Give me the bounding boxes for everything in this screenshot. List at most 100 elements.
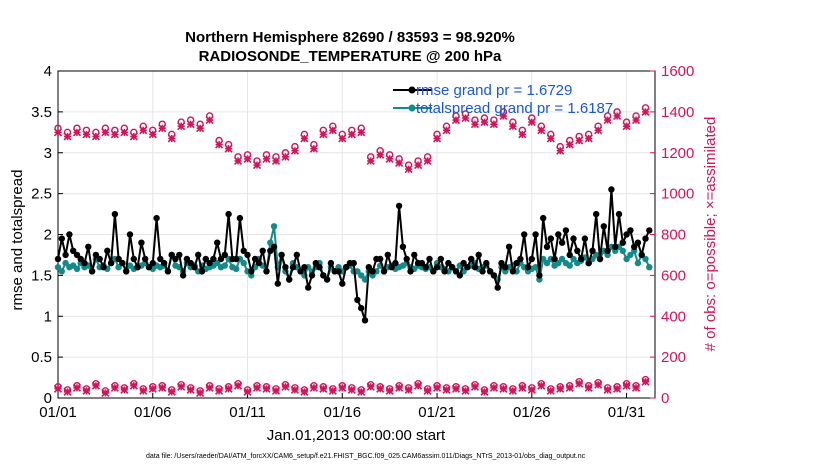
legend-marker-rmse [408,86,416,94]
y-right-tick-label: 1000 [661,186,694,203]
obs-assimilated-marker [347,130,356,139]
obs-assimilated-marker [72,383,82,392]
y-right-tick-label: 1400 [661,104,694,121]
point-rmse [354,296,361,304]
obs-assimilated-marker [196,124,205,133]
point-rmse [244,251,251,259]
point-rmse [388,264,395,271]
obs-assimilated-marker [186,385,195,394]
point-rmse [407,268,414,275]
point-rmse [104,247,111,254]
point-rmse [202,255,209,263]
chart-title-line1: Northern Hemisphere 82690 / 83593 = 98.9… [185,29,515,46]
point-rmse [566,251,573,259]
point-rmse [236,214,244,222]
point-rmse [255,259,263,267]
obs-assimilated-marker [338,383,347,392]
obs-assimilated-marker [537,381,546,390]
point-rmse [585,259,592,267]
point-rmse [464,264,471,271]
y-right-axis-ticks: 0 200 400 600 800 1000 1200 1400 1600 [650,63,694,407]
point-rmse [183,255,191,263]
point-rmse [278,251,285,259]
obs-assimilated-marker [53,384,63,393]
obs-assimilated-marker [556,146,565,155]
y-left-tick-label: 2.5 [31,186,52,203]
point-rmse [206,259,213,267]
point-totalspread [62,259,69,267]
obs-assimilated-marker [91,132,100,141]
point-rmse [100,264,107,271]
point-rmse [149,259,156,267]
point-rmse [403,255,410,263]
point-rmse [153,214,160,222]
y-right-tick-label: 200 [661,349,686,366]
obs-assimilated-marker [432,134,442,143]
point-totalspread [555,259,562,267]
obs-assimilated-marker [252,383,262,392]
point-rmse [395,202,403,210]
point-rmse [365,264,372,271]
obs-assimilated-marker [385,154,394,163]
point-rmse [494,284,501,291]
point-rmse [119,259,126,267]
obs-assimilated-marker [196,388,205,397]
point-rmse [289,264,297,271]
obs-assimilated-marker [215,386,224,395]
obs-assimilated-marker [186,120,195,129]
obs-assimilated-marker [470,382,480,391]
obs-assimilated-marker [252,160,262,170]
obs-assimilated-marker [328,386,337,395]
obs-assimilated-marker [357,387,366,396]
y-left-tick-label: 1 [44,308,52,325]
point-rmse [483,259,490,267]
obs-assimilated-marker [72,128,82,137]
obs-assimilated-marker [395,383,404,392]
obs-assimilated-marker [101,388,110,397]
point-rmse [130,255,137,263]
y-right-axis-label: # of obs: o=possible; ×=assimilated [702,117,719,352]
obs-assimilated-marker [82,386,91,395]
point-rmse [126,231,134,238]
point-totalspread [593,251,600,259]
point-rmse [558,239,566,246]
point-rmse [502,264,509,271]
obs-assimilated-marker [423,386,432,395]
point-rmse [634,239,642,246]
point-rmse [551,255,558,263]
footnote-data-file: data file: /Users/raeder/DAI/ATM_forcXX/… [146,453,586,460]
point-rmse [308,272,316,279]
obs-assimilated-marker [470,120,480,129]
point-rmse [282,264,289,271]
point-totalspread [361,276,369,283]
obs-assimilated-marker [357,128,366,137]
point-totalspread [558,255,566,263]
y-left-tick-label: 2 [44,227,52,244]
point-rmse [342,264,350,271]
obs-assimilated-marker [461,113,470,123]
point-rmse [471,264,479,271]
obs-assimilated-marker [527,118,536,127]
point-rmse [623,231,630,238]
point-rmse [589,247,596,254]
point-rmse [437,255,444,263]
point-rmse [361,317,369,324]
obs-assimilated-marker [129,132,138,141]
obs-assimilated-marker [328,126,337,135]
obs-assimilated-marker [63,387,72,396]
y-right-tick-label: 800 [661,227,686,244]
obs-assimilated-marker [404,385,413,394]
point-rmse [327,259,335,267]
point-rmse [600,223,607,230]
legend: rmse grand pr = 1.6729 totalspread grand… [393,82,613,117]
point-totalspread [221,262,228,269]
point-rmse [612,243,619,250]
obs-assimilated-marker [556,384,565,393]
obs-assimilated-marker [271,156,281,165]
obs-assimilated-marker [584,134,593,143]
point-rmse [486,268,494,275]
obs-assimilated-marker [300,134,309,143]
y-right-tick-label: 1600 [661,63,694,80]
point-rmse [54,255,62,263]
point-rmse [115,255,122,263]
